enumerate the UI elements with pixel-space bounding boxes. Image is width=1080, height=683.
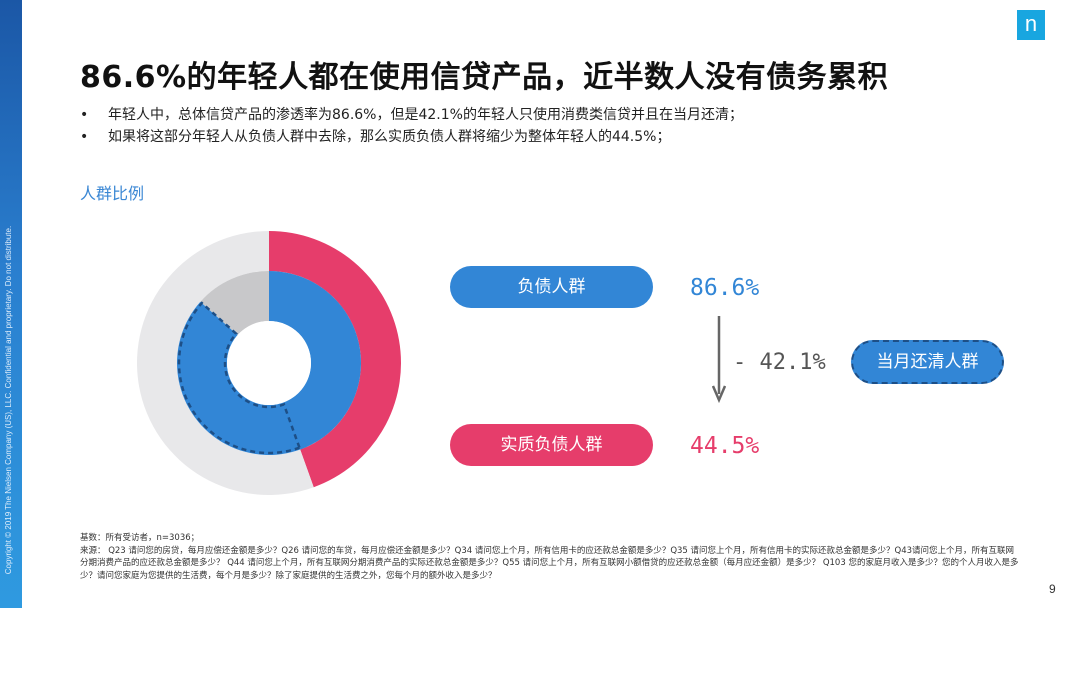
bullet-text: 如果将这部分年轻人从负债人群中去除，那么实质负债人群将缩少为整体年轻人的44.5… [108, 129, 671, 145]
page-title: 86.6%的年轻人都在使用信贷产品，近半数人没有债务累积 [80, 60, 889, 95]
debt-group-pill: 负债人群 [450, 266, 653, 308]
inner-ring-slice-1 [200, 271, 269, 336]
footnote: 基数：所有受访者，n=3036； 来源： Q23 请问您的房贷，每月应偿还金额是… [80, 532, 1020, 582]
bullet-dot-icon: • [80, 107, 89, 123]
bullet-list: • 年轻人中，总体信贷产品的渗透率为86.6%，但是42.1%的年轻人只使用消费类… [80, 104, 743, 148]
cleared-group-pill: 当月还清人群 [851, 340, 1004, 384]
footnote-source: 来源： Q23 请问您的房贷，每月应偿还金额是多少？Q26 请问您的车贷，每月应… [80, 545, 1019, 581]
sidebar-strip: Copyright © 2019 The Nielsen Company (US… [0, 0, 22, 608]
page-number: 9 [1049, 582, 1056, 596]
copyright-text: Copyright © 2019 The Nielsen Company (US… [4, 225, 13, 575]
footnote-base: 基数：所有受访者，n=3036； [80, 533, 200, 543]
inner-ring-slice-0 [176, 271, 361, 455]
nested-donut-chart [137, 231, 402, 495]
bullet-item: • 如果将这部分年轻人从负债人群中去除，那么实质负债人群将缩少为整体年轻人的44.… [80, 126, 743, 148]
bullet-item: • 年轻人中，总体信贷产品的渗透率为86.6%，但是42.1%的年轻人只使用消费类… [80, 104, 743, 126]
highlight-cleared-outline [177, 301, 302, 455]
down-arrow-icon [712, 316, 726, 404]
bullet-text: 年轻人中，总体信贷产品的渗透率为86.6%，但是42.1%的年轻人只使用消费类信… [108, 107, 743, 123]
outer-ring-slice-0 [269, 231, 402, 488]
minus-value: - 42.1% [733, 350, 826, 375]
bullet-dot-icon: • [80, 129, 89, 145]
section-label: 人群比例 [80, 184, 145, 203]
donut-hole [227, 321, 311, 405]
real-debt-group-pill: 实质负债人群 [450, 424, 653, 466]
real-debt-value: 44.5% [690, 433, 760, 459]
debt-value: 86.6% [690, 275, 760, 301]
outer-ring-slice-1 [137, 231, 314, 495]
nielsen-logo: n [1017, 10, 1045, 40]
